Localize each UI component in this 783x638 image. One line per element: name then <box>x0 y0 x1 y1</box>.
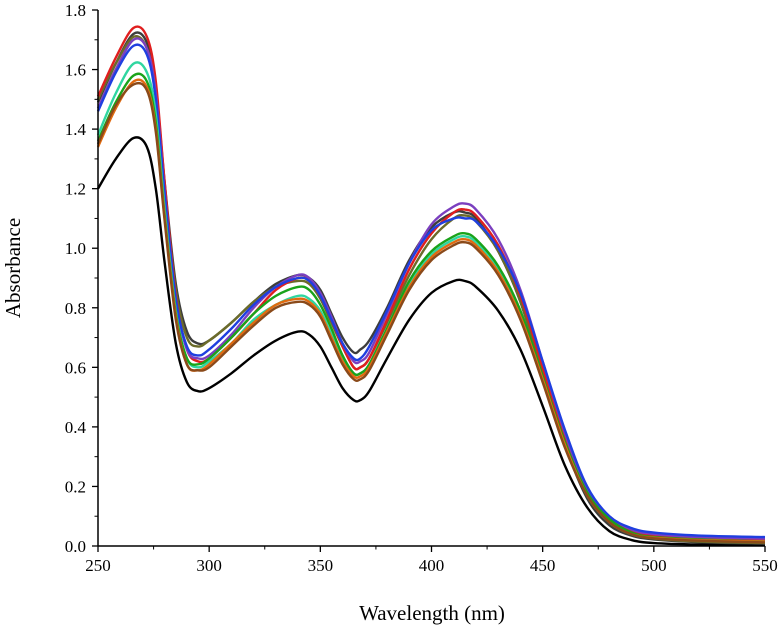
x-tick-label: 450 <box>530 556 556 575</box>
series-line-cyan-green <box>96 61 766 543</box>
y-tick-label: 1.4 <box>65 120 87 139</box>
series-line-black <box>96 136 766 547</box>
series-line-blue <box>96 43 766 539</box>
y-tick-label: 1.8 <box>65 1 86 20</box>
y-tick-label: 1.6 <box>65 61 86 80</box>
series-line-purple <box>96 37 766 540</box>
x-axis-title: Wavelength (nm) <box>359 601 505 625</box>
series-line-dark-gray <box>96 31 766 545</box>
series-line-brown <box>96 81 766 544</box>
y-tick-label: 1.0 <box>65 239 86 258</box>
y-tick-label: 0.6 <box>65 358 86 377</box>
y-tick-label: 1.2 <box>65 180 86 199</box>
x-tick-label: 350 <box>308 556 334 575</box>
y-tick-label: 0.4 <box>65 418 87 437</box>
series-line-red <box>96 25 766 542</box>
x-tick-label: 500 <box>641 556 667 575</box>
y-axis-title: Absorbance <box>1 218 25 318</box>
tick-layer: 250 300 350 400 450 500 550 0.0 0.2 0.4 0.6 0.8 1.0 1… <box>65 1 778 575</box>
series-line-olive <box>96 35 766 545</box>
axis-layer <box>97 10 765 547</box>
y-tick-label: 0.8 <box>65 299 86 318</box>
x-tick-label: 300 <box>196 556 222 575</box>
series-line-orange <box>96 78 766 543</box>
series-line-green <box>96 72 766 543</box>
y-tick-label: 0.0 <box>65 537 86 556</box>
x-tick-label: 250 <box>85 556 111 575</box>
x-tick-label: 550 <box>752 556 778 575</box>
series-layer <box>96 25 766 547</box>
x-tick-label: 400 <box>419 556 445 575</box>
y-tick-label: 0.2 <box>65 477 86 496</box>
